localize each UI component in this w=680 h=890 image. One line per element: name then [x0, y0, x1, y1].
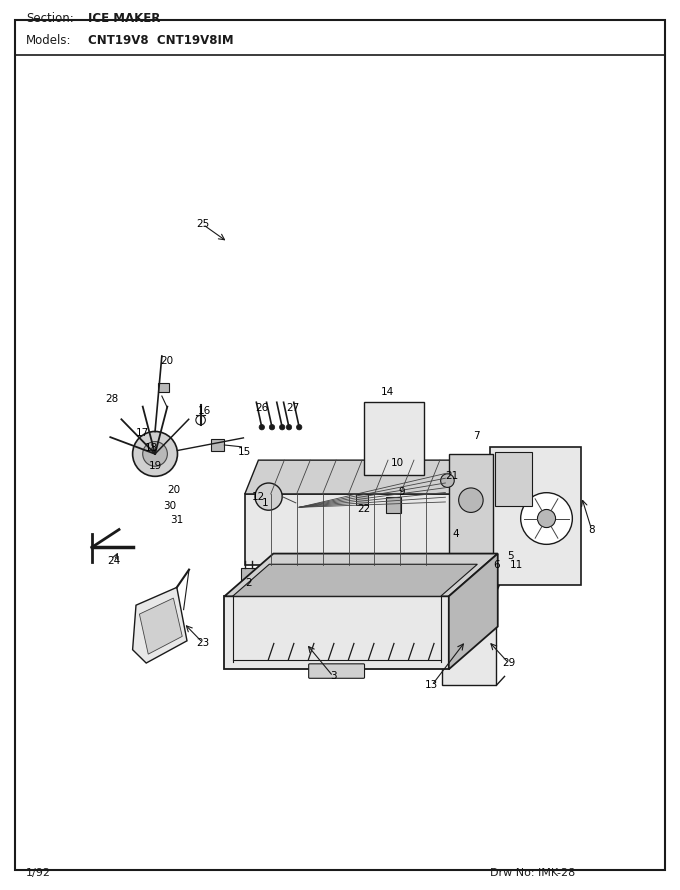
Bar — [364, 402, 424, 475]
Text: 10: 10 — [391, 457, 405, 468]
Circle shape — [537, 509, 556, 528]
Text: 16: 16 — [197, 406, 211, 417]
Text: 4: 4 — [452, 529, 459, 539]
Text: 25: 25 — [196, 219, 209, 230]
Text: 29: 29 — [502, 658, 515, 668]
Circle shape — [143, 441, 167, 466]
Circle shape — [255, 483, 282, 510]
Text: 20: 20 — [167, 484, 181, 495]
Text: Models:: Models: — [26, 34, 71, 47]
Circle shape — [196, 416, 205, 425]
Text: 26: 26 — [255, 402, 269, 413]
Text: Drw No: IMK-28: Drw No: IMK-28 — [490, 868, 575, 878]
Polygon shape — [139, 598, 182, 654]
Circle shape — [521, 493, 573, 545]
Bar — [356, 494, 368, 505]
Bar — [495, 452, 532, 506]
Text: Section:: Section: — [26, 12, 73, 26]
Text: 15: 15 — [238, 447, 252, 457]
Circle shape — [458, 488, 483, 513]
Text: 22: 22 — [357, 504, 371, 514]
Text: 1/92: 1/92 — [26, 868, 51, 878]
Text: 31: 31 — [170, 514, 184, 525]
Text: 12: 12 — [252, 491, 265, 502]
Polygon shape — [442, 592, 496, 685]
Text: 24: 24 — [107, 555, 121, 566]
Text: 19: 19 — [148, 461, 162, 472]
Text: 27: 27 — [286, 402, 299, 413]
Text: CNT19V8  CNT19V8IM: CNT19V8 CNT19V8IM — [88, 34, 234, 47]
Text: 2: 2 — [245, 578, 252, 588]
Circle shape — [269, 425, 275, 430]
Text: 5: 5 — [507, 551, 513, 562]
Polygon shape — [449, 554, 498, 669]
Circle shape — [296, 425, 302, 430]
Polygon shape — [233, 564, 477, 596]
Text: 13: 13 — [425, 680, 439, 691]
Circle shape — [133, 432, 177, 476]
Polygon shape — [245, 460, 466, 494]
Text: 17: 17 — [136, 428, 150, 439]
Text: 23: 23 — [196, 637, 209, 648]
Circle shape — [279, 425, 285, 430]
Text: 8: 8 — [588, 524, 595, 535]
Polygon shape — [224, 554, 498, 596]
Polygon shape — [452, 460, 466, 565]
Circle shape — [441, 473, 454, 488]
Circle shape — [259, 425, 265, 430]
Text: 6: 6 — [493, 560, 500, 570]
Bar — [211, 439, 224, 451]
Text: 11: 11 — [510, 560, 524, 570]
Text: 30: 30 — [163, 500, 177, 511]
Text: 9: 9 — [398, 487, 405, 498]
Text: 3: 3 — [330, 671, 337, 682]
Bar — [490, 447, 581, 585]
Polygon shape — [133, 587, 187, 663]
Text: 28: 28 — [105, 393, 119, 404]
Text: 18: 18 — [144, 442, 158, 453]
Bar — [449, 454, 493, 570]
Bar — [386, 497, 401, 513]
Bar — [158, 383, 169, 392]
Polygon shape — [264, 612, 444, 643]
Text: 14: 14 — [381, 386, 394, 397]
Text: 7: 7 — [473, 431, 479, 441]
Text: 21: 21 — [445, 471, 459, 481]
Text: 1: 1 — [262, 498, 269, 508]
Polygon shape — [264, 587, 468, 612]
Polygon shape — [245, 494, 452, 565]
Text: 20: 20 — [160, 356, 173, 367]
Text: ICE MAKER: ICE MAKER — [88, 12, 160, 26]
Bar — [241, 568, 256, 587]
FancyBboxPatch shape — [309, 664, 364, 678]
Circle shape — [286, 425, 292, 430]
Polygon shape — [224, 596, 449, 669]
Polygon shape — [442, 549, 515, 592]
